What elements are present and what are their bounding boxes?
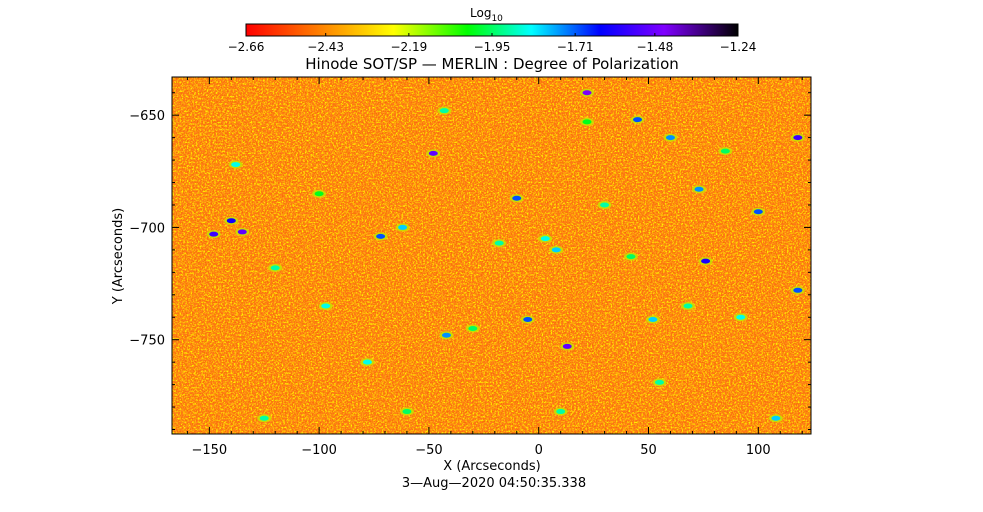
y-axis: −650 −700 −750 [129,92,811,431]
feature-point [582,90,592,96]
heatmap-features [206,88,805,423]
colorbar-tick-label: −1.24 [720,40,757,54]
x-axis-label: X (Arcseconds) [443,459,540,474]
feature-point [600,202,610,208]
x-tick-label: −100 [301,443,337,458]
feature-point [441,332,451,338]
feature-point [428,150,438,156]
x-tick-label: −50 [415,443,442,458]
feature-point [209,231,219,237]
x-tick-label: 100 [746,443,771,458]
feature-point [321,303,331,309]
colorbar-tick-label: −2.19 [390,40,427,54]
feature-point [494,240,504,246]
colorbar-label: Log10 [470,6,503,24]
colorbar-tick-label: −1.95 [474,40,511,54]
heatmap-image [172,77,811,434]
feature-point [793,135,803,141]
feature-point [626,254,636,260]
colorbar-tick-label: −1.71 [557,40,594,54]
feature-point [665,135,675,141]
chart-title: Hinode SOT/SP — MERLIN : Degree of Polar… [305,55,679,73]
feature-point [648,316,658,322]
feature-point [512,195,522,201]
y-axis-label: Y (Arcseconds) [111,208,126,305]
feature-point [633,117,643,123]
feature-point [398,224,408,230]
feature-point [231,162,241,168]
feature-point [753,209,763,215]
feature-point [226,218,236,224]
x-axis: −150 −100 −50 0 50 100 [186,77,803,458]
colorbar-tick-label: −1.48 [636,40,673,54]
timestamp: 3—Aug—2020 04:50:35.338 [402,476,586,491]
colorbar-tick-label: −2.66 [228,40,265,54]
feature-point [771,415,781,421]
y-tick-label: −700 [129,221,165,236]
x-tick-label: −150 [191,443,227,458]
heatmap-texture-dark [172,77,811,434]
feature-point [237,229,247,235]
feature-point [551,247,561,253]
feature-point [402,409,412,415]
feature-point [439,108,449,114]
colorbar-ticks: −2.66 −2.43 −2.19 −1.95 −1.71 −1.48 −1.24 [228,33,757,54]
y-tick-label: −750 [129,334,165,349]
feature-point [694,186,704,192]
plot-frame [171,76,812,435]
feature-point [582,119,592,125]
feature-point [362,359,372,365]
feature-point [270,265,280,271]
feature-point [556,409,566,415]
colorbar-tick-label: −2.43 [307,40,344,54]
feature-point [720,148,730,154]
x-tick-label: 0 [535,443,543,458]
feature-point [562,343,572,349]
feature-point [540,236,550,242]
feature-point [314,191,324,197]
feature-point [654,379,664,385]
x-tick-label: 50 [640,443,657,458]
feature-point [701,258,711,264]
feature-point [523,316,533,322]
feature-point [376,233,386,239]
y-tick-label: −650 [129,109,165,124]
feature-point [683,303,693,309]
feature-point [259,415,269,421]
feature-point [736,314,746,320]
feature-point [468,325,478,331]
feature-point [793,287,803,293]
